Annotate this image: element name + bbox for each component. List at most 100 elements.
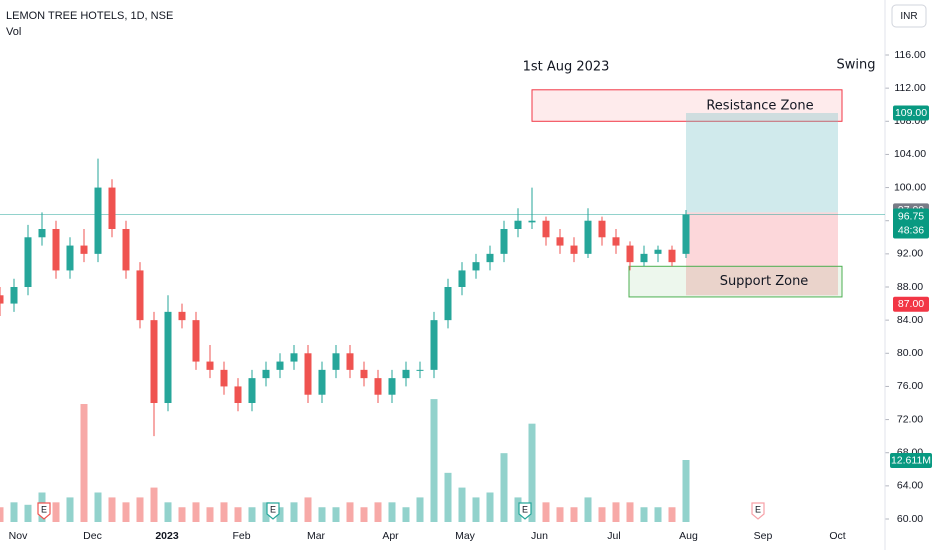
annotation-date: 1st Aug 2023: [523, 60, 610, 75]
x-tick-label: Jul: [607, 530, 620, 542]
volume-bar: [430, 399, 438, 522]
x-tick-label: Apr: [382, 530, 399, 542]
y-tick-label: 76.00: [897, 380, 923, 392]
volume-bar: [304, 497, 312, 522]
candle-body: [0, 295, 4, 304]
candle-body: [150, 320, 158, 403]
candle-body: [542, 220, 550, 238]
candle-body: [668, 249, 676, 263]
volume-bar: [290, 502, 298, 522]
candle-body: [472, 262, 480, 271]
volume-bar: [332, 507, 340, 522]
volume-tag-label: 12.611M: [891, 454, 931, 466]
candle-body: [416, 369, 424, 371]
volume-bar: [556, 507, 564, 522]
volume-bar: [10, 502, 18, 522]
earnings-icon: [518, 502, 532, 520]
candle-body: [94, 187, 102, 254]
support-zone-label: Support Zone: [720, 274, 809, 289]
stop-area: [686, 212, 838, 296]
support-zone: [628, 265, 843, 298]
volume-bar: [458, 487, 466, 522]
volume-bar: [374, 502, 382, 522]
volume-tag: [890, 453, 932, 468]
volume-bar: [668, 507, 676, 522]
volume-bar: [192, 502, 200, 522]
candle-body: [654, 249, 662, 254]
x-tick-label: May: [455, 530, 476, 542]
candle-body: [220, 369, 228, 387]
earnings-label: E: [522, 504, 528, 514]
price-tag-label: 87.00: [898, 298, 924, 310]
y-tick-label: 84.00: [897, 314, 923, 326]
candle-body: [52, 229, 60, 271]
earnings-icon: [266, 502, 280, 520]
volume-bar: [0, 507, 4, 522]
volume-bar: [220, 502, 228, 522]
volume-bar: [262, 502, 270, 522]
resistance-zone: [531, 89, 843, 122]
volume-bar: [416, 497, 424, 522]
candle-body: [38, 229, 46, 238]
candle-body: [360, 369, 368, 379]
volume-bar: [108, 497, 116, 522]
volume-bar: [234, 507, 242, 522]
candle-body: [556, 237, 564, 246]
volume-bar: [94, 492, 102, 522]
volume-bar: [640, 507, 648, 522]
x-tick-label: Dec: [83, 530, 102, 542]
candle-body: [276, 361, 284, 370]
candle-body: [374, 378, 382, 395]
volume-bar: [248, 507, 256, 522]
candle-body: [24, 237, 32, 287]
volume-bar: [388, 502, 396, 522]
candle-body: [626, 245, 634, 263]
candle-body: [318, 369, 326, 395]
candle-body: [598, 220, 606, 238]
candle-body: [486, 253, 494, 263]
chart-title: LEMON TREE HOTELS, 1D, NSE: [6, 10, 173, 22]
volume-bar: [682, 460, 690, 522]
x-tick-label: Sep: [754, 530, 773, 542]
candle-body: [570, 245, 578, 254]
volume-bar: [626, 502, 634, 522]
earnings-label: E: [755, 504, 761, 514]
y-tick-label: 116.00: [894, 49, 925, 61]
x-tick-label: Jun: [531, 530, 548, 542]
earnings-icon: [751, 502, 765, 520]
x-tick-label: Nov: [9, 530, 28, 542]
candle-body: [388, 378, 396, 395]
x-tick-label: Mar: [307, 530, 326, 542]
candle-body: [80, 245, 88, 254]
target-area: [686, 113, 838, 213]
countdown-label: 48:36: [898, 224, 924, 236]
candle-body: [430, 320, 438, 370]
price-tag-label: 109.00: [895, 107, 927, 119]
candle-body: [402, 369, 410, 379]
x-tick-label: Oct: [829, 530, 845, 542]
volume-bar: [24, 504, 32, 522]
earnings-icon: [37, 502, 51, 520]
volume-bar: [598, 507, 606, 522]
candle-body: [612, 237, 620, 246]
candle-body: [10, 287, 18, 304]
volume-bar: [52, 502, 60, 522]
candle-body: [682, 214, 690, 254]
currency-label[interactable]: INR: [900, 11, 917, 22]
resistance-zone-label: Resistance Zone: [706, 98, 813, 113]
volume-bar: [206, 507, 214, 522]
volume-bar: [80, 404, 88, 522]
volume-bar: [164, 502, 172, 522]
volume-bar: [500, 453, 508, 522]
candle-body: [262, 369, 270, 379]
x-tick-label: Aug: [679, 530, 698, 542]
candle-body: [500, 229, 508, 254]
price-tag: [893, 296, 929, 312]
candle-body: [206, 361, 214, 370]
y-tick-label: 72.00: [897, 413, 923, 425]
volume-bar: [528, 423, 536, 522]
earnings-label: E: [270, 504, 276, 514]
candle-body: [332, 353, 340, 370]
volume-bar: [486, 492, 494, 522]
currency-button[interactable]: [891, 4, 927, 28]
